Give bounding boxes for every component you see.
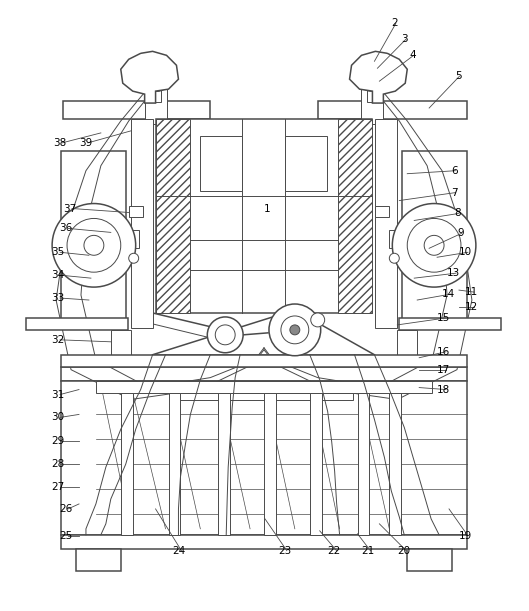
Text: 2: 2 xyxy=(391,18,398,29)
Bar xyxy=(399,318,501,330)
Bar xyxy=(131,230,139,248)
Text: 12: 12 xyxy=(465,302,478,312)
Bar xyxy=(111,330,131,357)
Bar xyxy=(63,101,211,119)
Text: 14: 14 xyxy=(442,289,455,299)
Bar xyxy=(61,367,467,381)
Circle shape xyxy=(393,203,476,287)
Bar xyxy=(358,392,369,535)
Text: 3: 3 xyxy=(402,34,408,45)
Text: 32: 32 xyxy=(51,335,65,345)
Bar xyxy=(389,230,397,248)
Circle shape xyxy=(424,235,444,255)
Bar xyxy=(338,119,372,313)
Bar xyxy=(389,392,402,535)
Bar xyxy=(96,381,432,392)
Text: 6: 6 xyxy=(451,166,458,176)
Text: 11: 11 xyxy=(465,287,478,297)
Bar xyxy=(310,392,322,535)
Text: 18: 18 xyxy=(437,384,450,395)
Bar xyxy=(376,205,389,218)
Bar xyxy=(152,88,160,102)
Circle shape xyxy=(354,56,390,91)
Text: 15: 15 xyxy=(437,313,450,323)
Bar xyxy=(144,56,167,124)
Bar xyxy=(61,151,126,325)
Bar xyxy=(361,56,384,124)
Circle shape xyxy=(129,254,139,263)
Text: 37: 37 xyxy=(63,203,76,213)
Bar xyxy=(61,355,467,367)
Circle shape xyxy=(269,304,321,356)
Text: 19: 19 xyxy=(459,531,472,541)
Bar xyxy=(376,119,397,328)
Circle shape xyxy=(67,219,121,272)
Bar xyxy=(285,136,327,191)
Bar xyxy=(61,381,467,535)
Text: 17: 17 xyxy=(437,365,450,375)
Text: 33: 33 xyxy=(51,293,65,303)
Bar xyxy=(318,101,467,119)
Circle shape xyxy=(311,313,325,327)
Bar xyxy=(264,392,276,535)
Circle shape xyxy=(207,317,243,353)
PathPatch shape xyxy=(121,51,178,103)
Text: 21: 21 xyxy=(361,546,375,556)
Text: 22: 22 xyxy=(327,546,341,556)
Bar xyxy=(397,330,417,357)
Circle shape xyxy=(407,219,461,272)
Text: 39: 39 xyxy=(79,138,92,148)
Circle shape xyxy=(215,325,235,345)
Text: 35: 35 xyxy=(51,247,65,257)
Circle shape xyxy=(138,56,174,91)
Circle shape xyxy=(147,64,165,82)
Text: 24: 24 xyxy=(172,546,186,556)
Bar xyxy=(218,392,230,535)
Text: 34: 34 xyxy=(51,270,65,280)
Bar xyxy=(368,88,377,102)
Circle shape xyxy=(290,325,300,335)
Text: 23: 23 xyxy=(278,546,291,556)
Bar xyxy=(131,119,152,328)
Text: 5: 5 xyxy=(455,71,462,81)
Bar xyxy=(169,392,180,535)
Circle shape xyxy=(52,203,135,287)
Text: 27: 27 xyxy=(51,482,65,492)
Text: 36: 36 xyxy=(59,224,72,233)
Text: 26: 26 xyxy=(59,504,72,514)
Text: 13: 13 xyxy=(447,268,460,278)
Circle shape xyxy=(363,64,381,82)
Text: 16: 16 xyxy=(437,347,450,357)
Bar xyxy=(76,549,121,571)
Text: 7: 7 xyxy=(451,188,458,197)
Text: 38: 38 xyxy=(53,138,66,148)
Bar xyxy=(129,205,143,218)
Text: 28: 28 xyxy=(51,459,65,469)
Bar xyxy=(156,119,372,313)
Text: 1: 1 xyxy=(264,203,271,213)
Bar xyxy=(156,119,190,313)
Text: 31: 31 xyxy=(51,390,65,400)
Text: 8: 8 xyxy=(454,208,461,219)
Text: 10: 10 xyxy=(459,247,472,257)
Bar xyxy=(407,549,452,571)
PathPatch shape xyxy=(350,51,407,103)
Circle shape xyxy=(84,235,104,255)
Bar xyxy=(176,392,352,400)
Text: 20: 20 xyxy=(397,546,411,556)
Bar xyxy=(402,151,467,325)
Text: 25: 25 xyxy=(59,531,72,541)
Circle shape xyxy=(281,316,309,344)
Text: 4: 4 xyxy=(409,50,416,60)
Text: 30: 30 xyxy=(51,412,64,422)
Bar xyxy=(200,136,242,191)
Bar xyxy=(26,318,127,330)
Bar xyxy=(121,392,133,535)
Bar xyxy=(61,535,467,549)
Circle shape xyxy=(389,254,399,263)
Text: 29: 29 xyxy=(51,436,65,446)
Text: 9: 9 xyxy=(457,229,463,238)
